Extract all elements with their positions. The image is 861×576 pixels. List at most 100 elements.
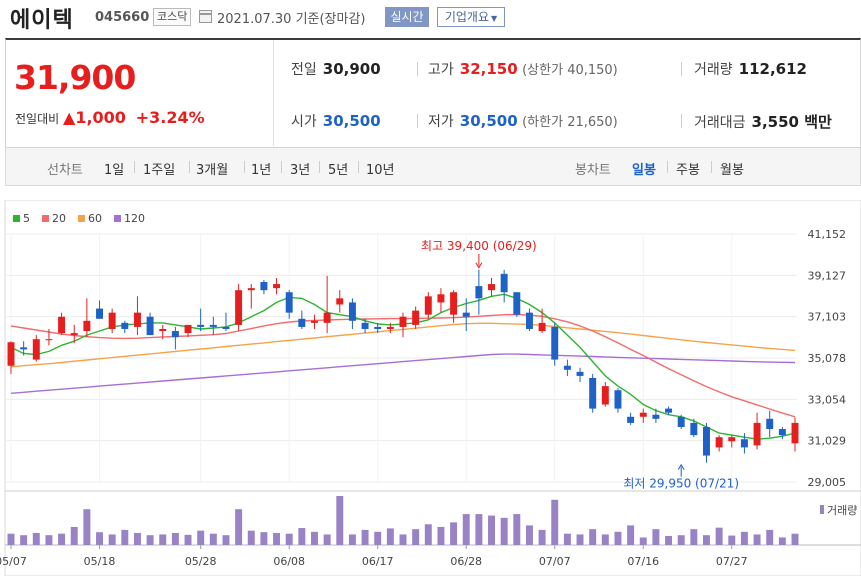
candle-body <box>652 414 660 419</box>
company-overview-label: 기업개요 <box>444 10 489 24</box>
volume-bar <box>399 534 407 545</box>
candle-body <box>121 322 129 329</box>
y-tick-label: 33,054 <box>808 393 847 406</box>
candle <box>83 298 91 338</box>
period-10y[interactable]: 10년 <box>366 163 395 178</box>
open-label: 시가 <box>291 114 317 130</box>
realtime-button[interactable]: 실시간 <box>385 7 429 27</box>
candle-body <box>260 282 268 291</box>
separator <box>319 161 320 173</box>
line-chart-title: 선차트 <box>47 163 83 178</box>
low-value: 30,500 <box>459 112 518 130</box>
candle <box>70 324 78 344</box>
candle <box>159 324 167 340</box>
header: 에이텍 045660 코스닥 2021.07.30 기준(장마감) 실시간 기업… <box>0 0 861 38</box>
period-5y[interactable]: 5년 <box>328 163 349 178</box>
legend-label: 60 <box>88 212 102 225</box>
candle <box>766 410 774 438</box>
period-3m[interactable]: 3개월 <box>196 163 229 178</box>
separator <box>358 161 359 173</box>
volume-bar <box>766 529 774 545</box>
x-tick-label: 07/16 <box>627 555 659 568</box>
volume-bar <box>235 509 243 545</box>
legend-label: 20 <box>52 212 66 225</box>
volume-bar <box>538 529 546 545</box>
high-arrowhead <box>475 262 483 269</box>
amount-label: 거래대금 <box>694 115 746 131</box>
period-3y[interactable]: 3년 <box>290 163 311 178</box>
candle-body <box>488 284 495 291</box>
candle-body <box>83 320 91 332</box>
volume-bar <box>108 534 116 545</box>
candle-body <box>32 339 40 360</box>
candle <box>235 284 243 332</box>
candle <box>791 417 799 452</box>
volume-bar <box>513 514 521 545</box>
candle-daily[interactable]: 일봉 <box>632 163 656 178</box>
volume-bar <box>273 532 281 545</box>
volume-bar <box>209 533 217 545</box>
candle-body <box>273 284 281 289</box>
volume-bar <box>348 534 356 545</box>
period-1w[interactable]: 1주일 <box>143 163 176 178</box>
volume-bar <box>424 524 432 545</box>
volume-bar <box>563 533 571 545</box>
legend-swatch <box>78 215 85 222</box>
candle-body <box>348 302 356 321</box>
legend-swatch <box>42 215 49 222</box>
candle <box>665 406 673 415</box>
candle <box>20 341 28 356</box>
open-value: 30,500 <box>322 112 381 130</box>
candle <box>424 292 432 319</box>
volume-bar <box>437 526 445 545</box>
candle-monthly[interactable]: 월봉 <box>720 163 744 178</box>
volume-bar <box>614 531 622 545</box>
candle-body <box>538 322 546 332</box>
candle-body <box>386 326 394 329</box>
company-overview-button[interactable]: 기업개요 ▼ <box>437 7 505 27</box>
volume-bar <box>778 537 786 545</box>
candle <box>652 408 660 423</box>
candle <box>690 418 698 438</box>
candle-body <box>450 292 458 315</box>
separator <box>134 161 135 173</box>
volume-bar <box>450 522 458 545</box>
candle <box>323 275 331 334</box>
candle <box>361 318 369 334</box>
low-price: 저가 30,500 (하한가 21,650) <box>428 111 618 131</box>
candle <box>146 312 154 336</box>
candle-body <box>96 308 103 319</box>
volume-bar <box>70 526 78 545</box>
candle <box>462 298 470 332</box>
candle <box>601 382 609 407</box>
volume-bar <box>412 529 420 545</box>
volume-bar <box>386 528 394 545</box>
volume-bar <box>184 534 192 545</box>
candle <box>412 306 420 329</box>
volume-bar <box>665 535 673 545</box>
volume-bar <box>576 534 584 545</box>
period-1y[interactable]: 1년 <box>251 163 272 178</box>
volume-bar <box>197 530 205 545</box>
candle-weekly[interactable]: 주봉 <box>676 163 700 178</box>
candle <box>437 288 445 313</box>
candle-body <box>222 326 230 329</box>
y-tick-label: 37,103 <box>808 311 847 324</box>
period-1d[interactable]: 1일 <box>104 163 125 178</box>
candle <box>563 359 571 376</box>
candle <box>247 284 255 309</box>
volume-bar <box>601 534 609 545</box>
candle <box>108 308 116 334</box>
candle-body <box>133 312 141 327</box>
volume-bar <box>589 529 597 545</box>
market-badge: 코스닥 <box>153 8 192 26</box>
y-tick-label: 41,152 <box>808 228 847 241</box>
candle-body <box>45 339 53 341</box>
volume-bar <box>133 532 141 545</box>
candle-body <box>728 437 736 442</box>
legend-label: 120 <box>124 212 145 225</box>
volume-bar <box>740 531 748 545</box>
candle-body <box>374 326 382 329</box>
stock-code: 045660 <box>95 10 150 25</box>
y-tick-label: 29,005 <box>808 476 847 489</box>
